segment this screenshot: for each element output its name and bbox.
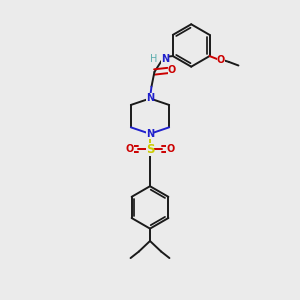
Text: N: N	[146, 94, 154, 103]
Text: N: N	[146, 129, 154, 139]
Text: N: N	[161, 54, 169, 64]
Text: O: O	[168, 65, 176, 76]
Text: S: S	[146, 142, 154, 156]
Text: O: O	[167, 144, 175, 154]
Text: O: O	[125, 144, 134, 154]
Text: H: H	[150, 54, 158, 64]
Text: O: O	[217, 56, 225, 65]
